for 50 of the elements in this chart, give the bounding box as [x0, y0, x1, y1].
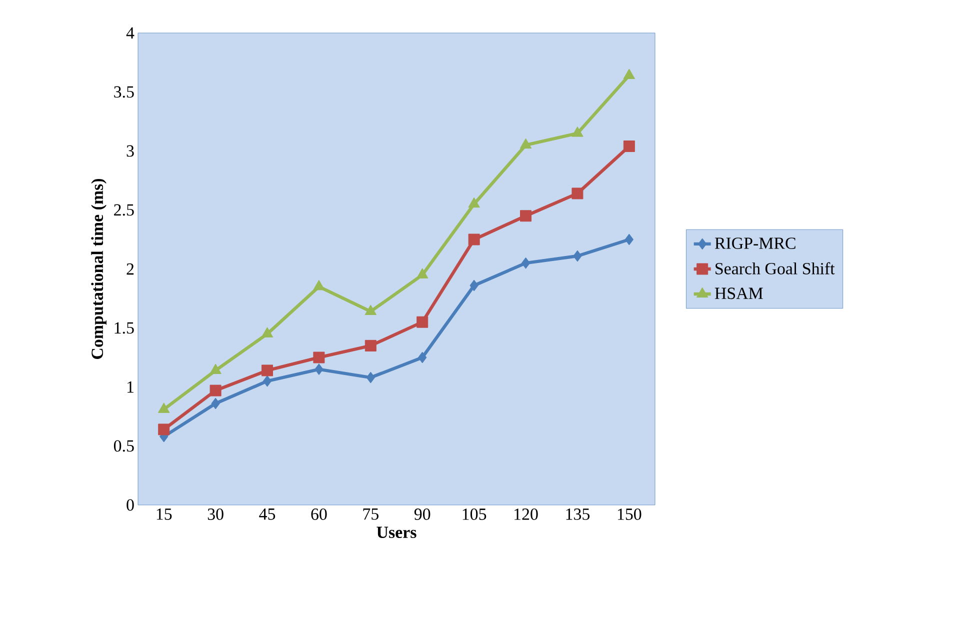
- x-tick-label: 15: [156, 508, 172, 520]
- point: [210, 384, 222, 396]
- legend-label: HSAM: [714, 288, 763, 300]
- x-tick-label: 30: [208, 508, 224, 520]
- point: [416, 316, 428, 328]
- point: [623, 68, 636, 79]
- x-tick-label: 45: [259, 508, 276, 520]
- x-tick-label: 105: [462, 508, 486, 520]
- point: [521, 257, 530, 269]
- point: [468, 197, 480, 208]
- point: [366, 372, 376, 384]
- y-tick-label: 4: [126, 27, 134, 39]
- point: [158, 424, 170, 436]
- y-axis-title: Computational time (ms): [91, 178, 106, 359]
- x-tick-label: 120: [514, 508, 538, 520]
- point: [624, 234, 634, 246]
- y-tick-label: 0: [126, 499, 134, 511]
- point: [468, 234, 480, 246]
- y-tick-label: 0.5: [114, 440, 134, 452]
- point: [261, 327, 274, 338]
- y-tick-label: 1.5: [114, 322, 134, 334]
- point: [364, 340, 376, 352]
- point: [573, 250, 582, 262]
- point: [520, 138, 532, 149]
- x-axis-title: Users: [376, 526, 416, 538]
- point: [520, 210, 532, 222]
- y-tick-label: 3.5: [114, 86, 134, 98]
- x-tick-label: 60: [311, 508, 327, 520]
- y-tick-label: 2.5: [114, 204, 134, 216]
- point: [262, 364, 274, 376]
- point: [314, 364, 324, 376]
- point: [623, 140, 635, 152]
- point: [313, 352, 325, 364]
- y-tick-label: 3: [126, 145, 134, 157]
- point: [416, 268, 428, 278]
- point: [364, 304, 377, 315]
- point: [262, 375, 272, 387]
- x-tick-label: 135: [566, 508, 590, 520]
- legend-label: RIGP-MRC: [714, 238, 796, 249]
- point: [572, 188, 584, 200]
- point: [470, 280, 478, 292]
- point: [572, 126, 584, 137]
- x-tick-label: 75: [363, 508, 378, 520]
- y-tick-label: 1: [128, 381, 134, 393]
- point: [211, 398, 220, 410]
- y-tick-label: 2: [126, 263, 134, 275]
- x-tick-label: 90: [414, 508, 430, 520]
- point: [418, 352, 427, 364]
- legend-label: Search Goal Shift: [716, 262, 835, 274]
- x-tick-label: 150: [618, 508, 642, 520]
